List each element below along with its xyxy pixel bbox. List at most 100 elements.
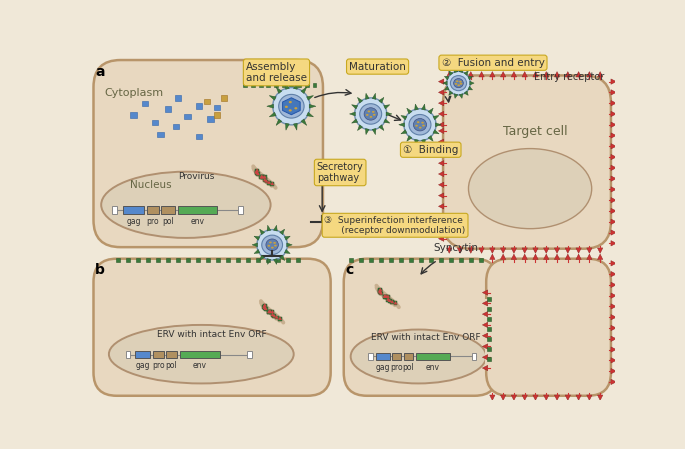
Bar [161, 207, 175, 214]
Polygon shape [307, 112, 314, 117]
Bar [273, 314, 276, 318]
Polygon shape [383, 294, 386, 298]
Ellipse shape [372, 111, 375, 113]
Bar [378, 289, 382, 293]
Polygon shape [482, 301, 488, 306]
Text: pol: pol [162, 217, 174, 226]
Polygon shape [611, 379, 616, 385]
Bar [152, 120, 158, 125]
Polygon shape [482, 333, 488, 339]
Polygon shape [586, 395, 592, 401]
Text: pro: pro [152, 361, 164, 370]
Bar [376, 352, 390, 360]
Bar [384, 295, 388, 299]
Polygon shape [544, 71, 549, 77]
Bar [487, 317, 491, 321]
Polygon shape [379, 97, 384, 103]
Text: env: env [192, 361, 207, 370]
Polygon shape [611, 282, 616, 287]
Polygon shape [401, 130, 407, 134]
Polygon shape [436, 123, 441, 127]
Bar [264, 180, 269, 184]
Ellipse shape [355, 98, 387, 130]
Bar [312, 83, 316, 87]
Polygon shape [468, 248, 473, 253]
Bar [261, 176, 264, 179]
Polygon shape [284, 250, 290, 254]
Polygon shape [490, 71, 495, 77]
Ellipse shape [364, 108, 377, 120]
Polygon shape [378, 288, 382, 291]
Bar [136, 258, 140, 262]
Bar [416, 352, 450, 360]
Polygon shape [358, 125, 362, 131]
Bar [278, 317, 282, 321]
Text: ①  Binding: ① Binding [403, 145, 458, 155]
Bar [179, 351, 220, 358]
Bar [271, 313, 275, 317]
Bar [275, 316, 279, 319]
Ellipse shape [459, 81, 462, 83]
Polygon shape [271, 310, 275, 313]
Text: Syncytin: Syncytin [434, 243, 479, 253]
Polygon shape [438, 128, 444, 133]
Bar [449, 258, 453, 262]
Polygon shape [287, 243, 292, 247]
Polygon shape [447, 71, 452, 77]
Polygon shape [449, 71, 453, 75]
Ellipse shape [373, 114, 375, 116]
Polygon shape [358, 97, 362, 103]
Bar [409, 258, 412, 262]
Bar [378, 291, 382, 294]
Bar [394, 301, 397, 305]
Polygon shape [267, 104, 273, 108]
Bar [112, 207, 116, 214]
Bar [247, 258, 250, 262]
Bar [487, 327, 491, 331]
Polygon shape [468, 86, 473, 90]
Polygon shape [273, 225, 277, 231]
Polygon shape [262, 305, 266, 309]
Polygon shape [267, 225, 271, 231]
Text: pol: pol [165, 361, 177, 370]
Polygon shape [449, 91, 453, 95]
Polygon shape [260, 255, 264, 260]
Polygon shape [482, 290, 488, 295]
Polygon shape [421, 104, 425, 110]
Polygon shape [490, 395, 495, 401]
Polygon shape [379, 125, 384, 131]
Ellipse shape [273, 88, 310, 125]
Bar [404, 352, 413, 360]
Bar [388, 299, 392, 303]
Polygon shape [252, 243, 258, 247]
Polygon shape [611, 165, 616, 171]
Polygon shape [533, 395, 538, 401]
Polygon shape [501, 248, 506, 253]
Polygon shape [351, 119, 358, 123]
Polygon shape [260, 175, 264, 178]
Bar [255, 170, 258, 174]
Polygon shape [301, 119, 307, 125]
Polygon shape [454, 68, 458, 73]
Polygon shape [443, 81, 447, 85]
Polygon shape [479, 248, 484, 253]
Polygon shape [611, 315, 616, 320]
Polygon shape [586, 71, 592, 77]
Polygon shape [611, 111, 616, 117]
Bar [349, 258, 353, 262]
Bar [184, 114, 190, 119]
Polygon shape [586, 254, 592, 260]
Polygon shape [275, 315, 279, 319]
Polygon shape [482, 322, 488, 328]
Polygon shape [544, 254, 549, 260]
Bar [282, 83, 286, 87]
Bar [487, 337, 491, 341]
Bar [379, 258, 383, 262]
Polygon shape [576, 248, 582, 253]
Bar [389, 258, 393, 262]
Bar [255, 171, 259, 175]
FancyBboxPatch shape [93, 259, 331, 396]
Bar [196, 134, 202, 139]
Bar [290, 83, 293, 87]
Bar [487, 347, 491, 351]
